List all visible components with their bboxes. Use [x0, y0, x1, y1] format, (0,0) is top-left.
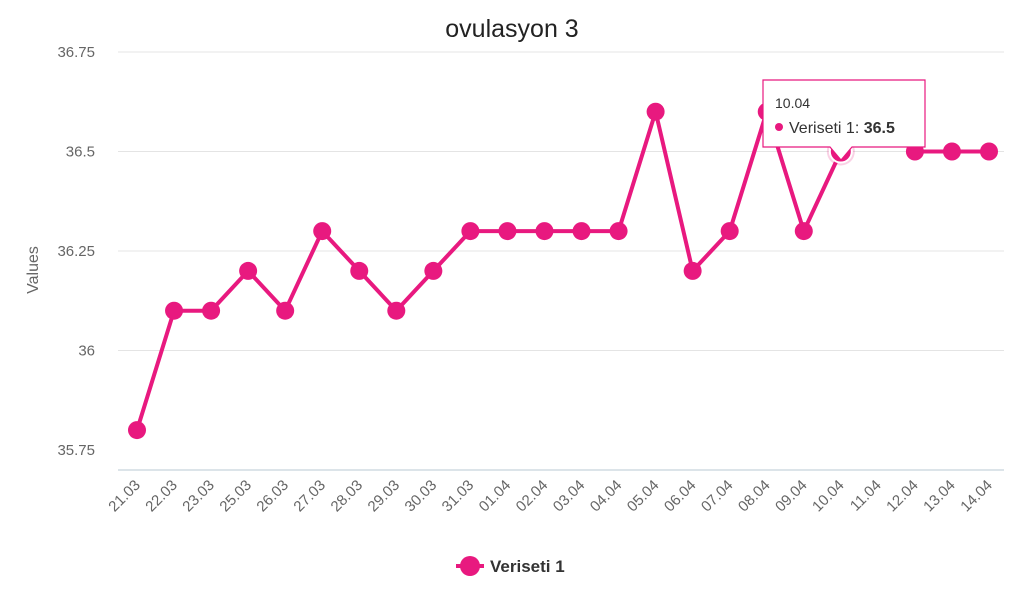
x-tick-label: 21.03 [105, 477, 144, 516]
data-point[interactable] [720, 222, 739, 241]
tooltip-category: 10.04 [775, 95, 810, 111]
x-tick-label: 11.04 [847, 477, 885, 515]
data-point[interactable] [535, 222, 554, 241]
x-tick-label: 31.03 [439, 477, 478, 516]
x-tick-label: 09.04 [772, 477, 811, 516]
x-tick-label: 22.03 [142, 477, 181, 516]
data-point[interactable] [609, 222, 628, 241]
series-veriseti-1 [128, 102, 998, 440]
data-point[interactable] [498, 222, 517, 241]
data-point[interactable] [683, 261, 702, 280]
x-tick-label: 25.03 [216, 477, 255, 516]
x-tick-label: 30.03 [402, 477, 441, 516]
data-point[interactable] [387, 301, 406, 320]
data-point[interactable] [646, 102, 665, 121]
x-tick-label: 14.04 [957, 477, 996, 516]
data-point[interactable] [424, 261, 443, 280]
legend-marker [460, 556, 480, 576]
x-tick-label: 08.04 [735, 477, 774, 516]
tooltip-box [762, 79, 926, 161]
x-tick-label: 13.04 [920, 477, 959, 516]
data-point[interactable] [165, 301, 184, 320]
data-point[interactable] [350, 261, 369, 280]
data-point[interactable] [202, 301, 221, 320]
x-tick-label: 29.03 [365, 477, 404, 516]
data-point[interactable] [794, 222, 813, 241]
y-tick-label: 36.75 [57, 44, 95, 61]
x-axis-ticks: 21.0322.0323.0325.0326.0327.0328.0329.03… [105, 477, 996, 516]
x-tick-label: 27.03 [290, 477, 329, 516]
data-point[interactable] [239, 261, 258, 280]
data-point[interactable] [980, 142, 998, 161]
data-point[interactable] [461, 222, 480, 241]
tooltip-value: 36.5 [864, 120, 895, 137]
tooltip-value-line: Veriseti 1: 36.5 [789, 120, 895, 137]
data-point[interactable] [128, 421, 146, 440]
y-tick-label: 36.5 [66, 144, 95, 161]
data-point[interactable] [313, 222, 332, 241]
x-tick-label: 07.04 [698, 477, 737, 516]
x-tick-label: 10.04 [809, 477, 848, 516]
x-tick-label: 03.04 [550, 477, 589, 516]
y-tick-label: 36 [78, 343, 95, 360]
y-tick-label: 36.25 [57, 243, 95, 260]
x-tick-label: 12.04 [883, 477, 922, 516]
data-point[interactable] [276, 301, 295, 320]
grid-lines [118, 51, 1004, 351]
x-tick-label: 02.04 [513, 477, 552, 516]
y-axis-ticks: 35.75 36 36.25 36.5 36.75 [57, 44, 95, 459]
data-tooltip: 10.04 Veriseti 1: 36.5 [762, 79, 926, 161]
x-tick-label: 23.03 [179, 477, 218, 516]
x-tick-label: 01.04 [476, 477, 515, 516]
x-tick-label: 26.03 [253, 477, 292, 516]
x-tick-label: 28.03 [328, 477, 367, 516]
x-tick-label: 04.04 [587, 477, 626, 516]
data-point[interactable] [942, 142, 961, 161]
series-line [135, 109, 989, 431]
y-axis-label: Values [25, 246, 42, 294]
data-point[interactable] [572, 222, 591, 241]
legend[interactable]: Veriseti 1 [456, 556, 565, 576]
legend-label: Veriseti 1 [490, 557, 565, 576]
y-tick-label: 35.75 [57, 442, 95, 459]
tooltip-series-label: Veriseti 1: [789, 120, 864, 137]
x-tick-label: 05.04 [624, 477, 663, 516]
chart-title: ovulasyon 3 [445, 15, 578, 43]
tooltip-series-marker [775, 123, 783, 131]
x-tick-label: 06.04 [661, 477, 700, 516]
